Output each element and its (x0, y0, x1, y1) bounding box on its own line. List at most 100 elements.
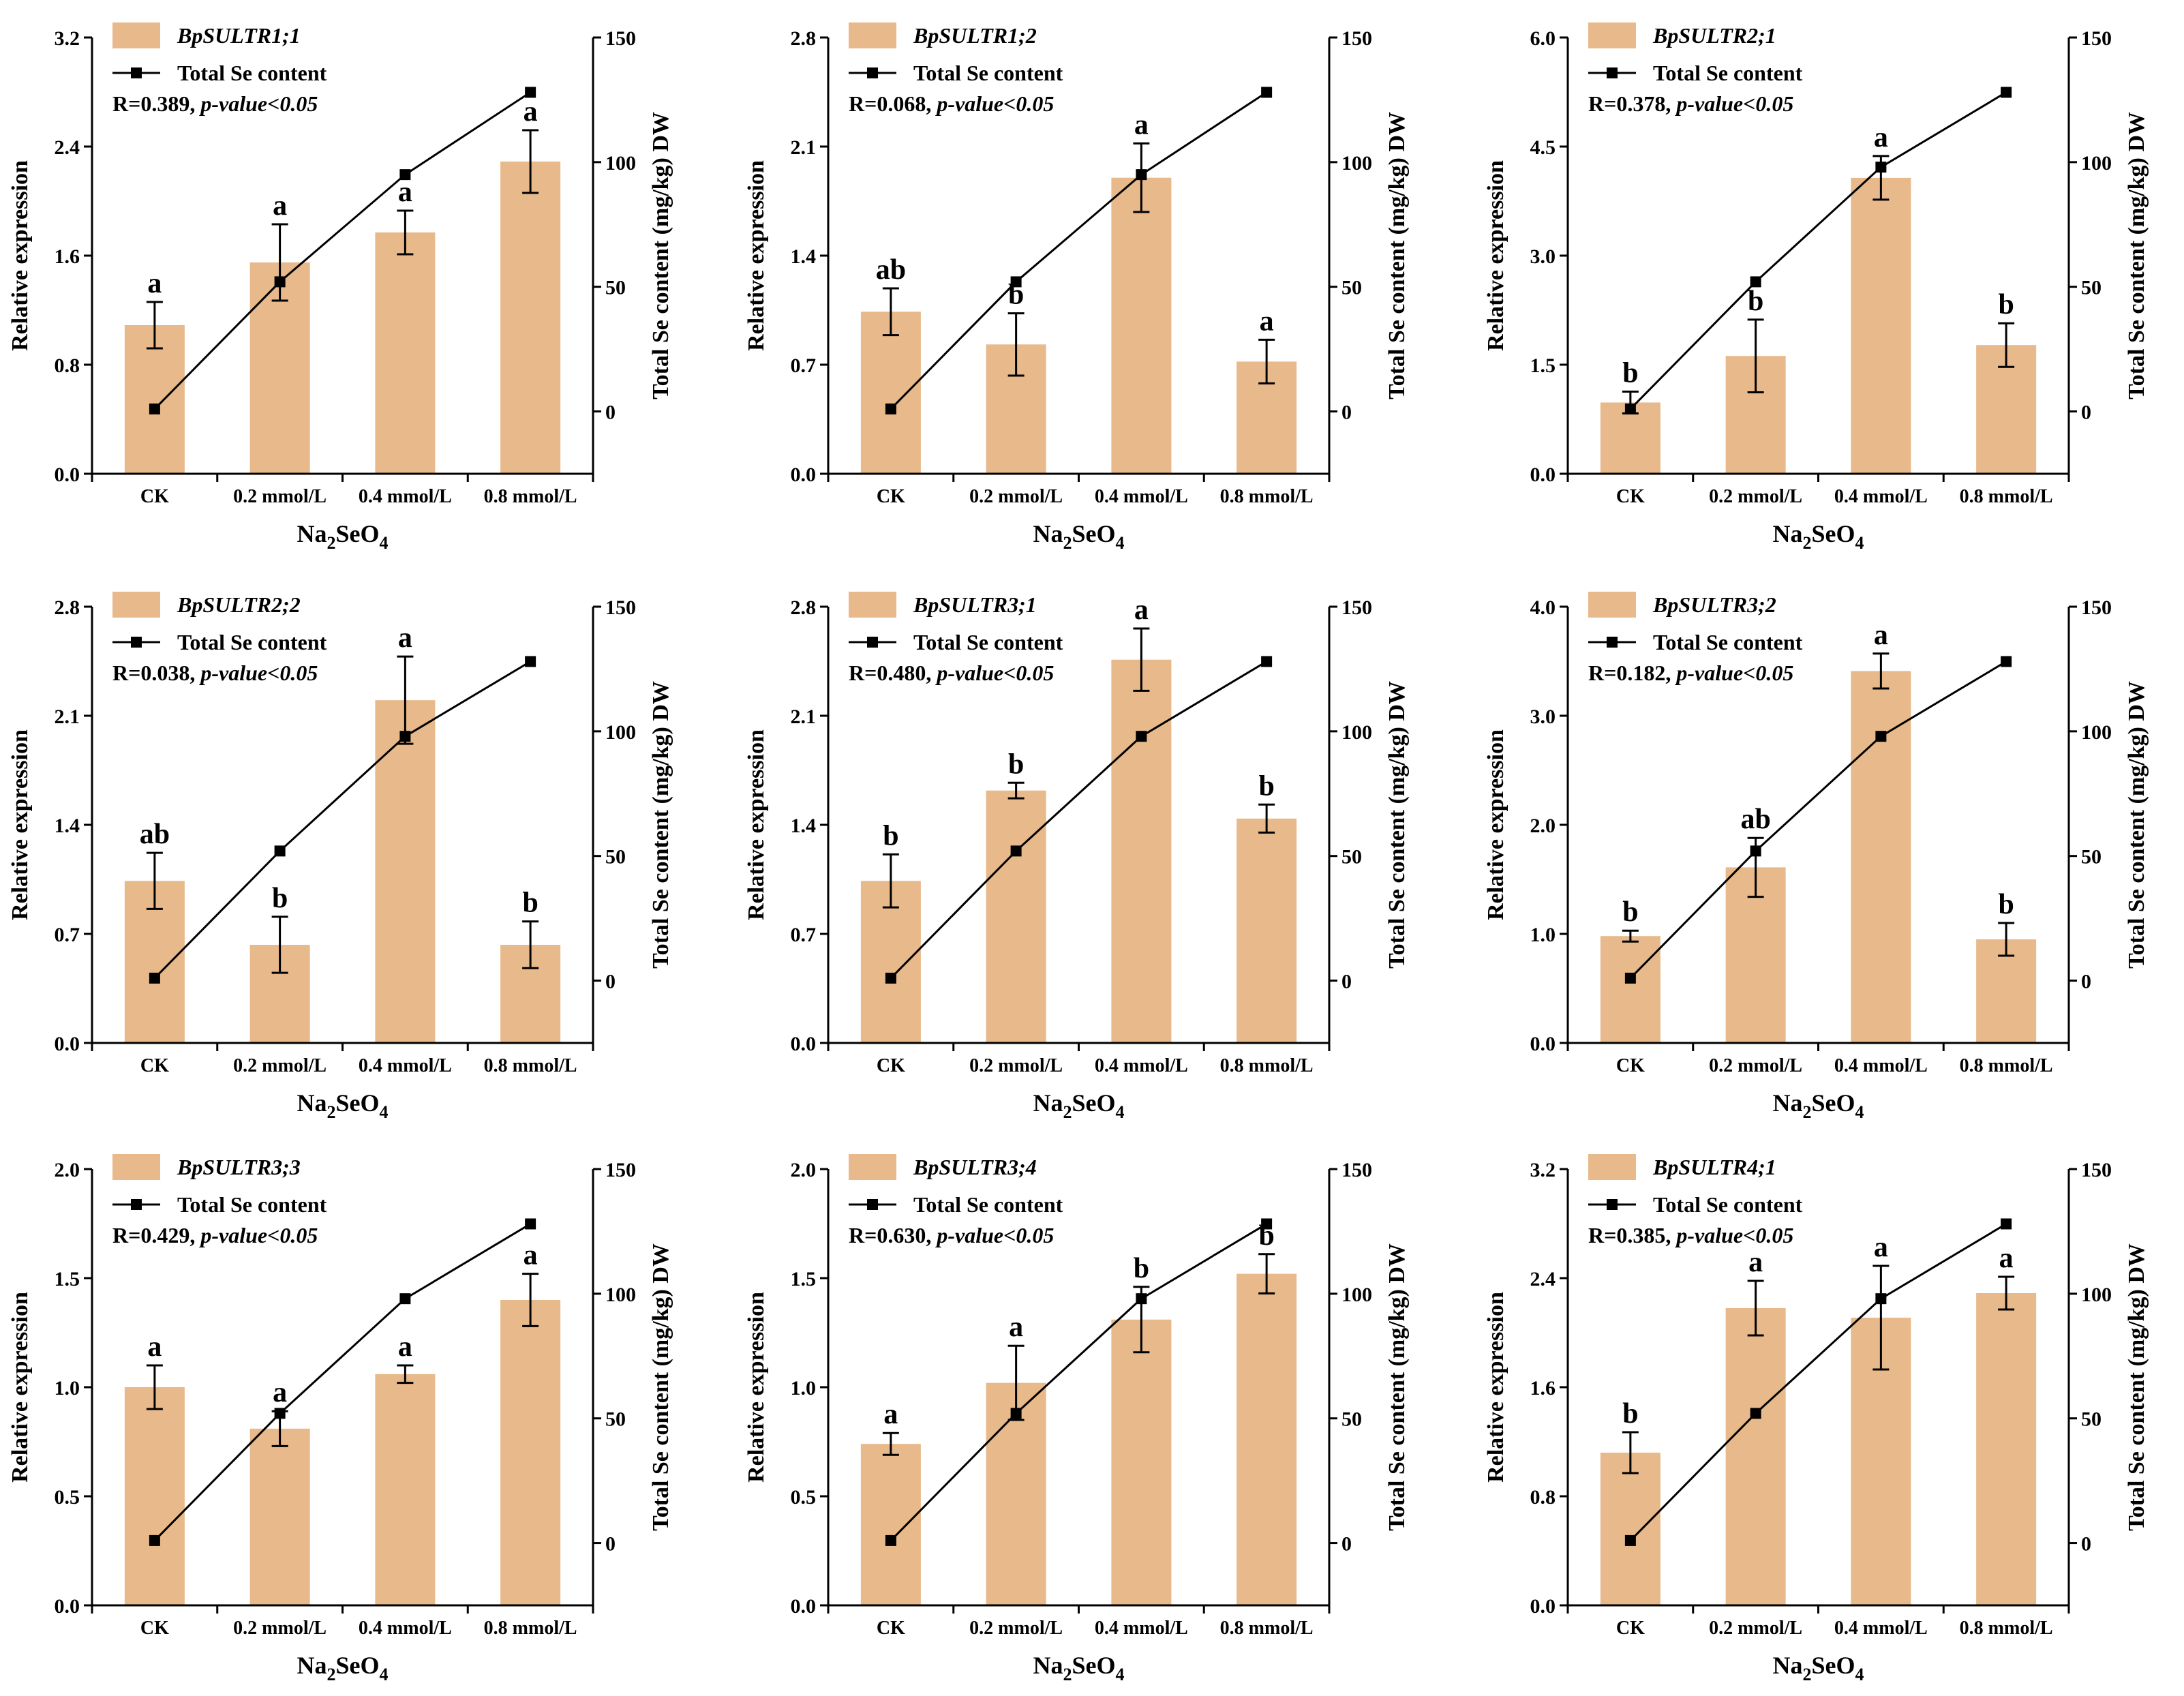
y-tick-label: 2.8 (791, 596, 817, 619)
significance-letter: b (1134, 1253, 1149, 1284)
y2-tick-label: 150 (2081, 1159, 2112, 1181)
se-content-point (1875, 731, 1887, 742)
y2-tick-label: 0 (1341, 402, 1352, 424)
y2-tick-label: 50 (605, 846, 626, 868)
x-tick-label: 0.8 mmol/L (484, 486, 577, 507)
x-tick-label: 0.4 mmol/L (1834, 486, 1928, 507)
se-content-point (399, 731, 411, 742)
x-tick-label: 0.4 mmol/L (1095, 1618, 1188, 1639)
se-content-line (1629, 661, 2007, 979)
y2-tick-label: 150 (605, 596, 636, 619)
x-tick-label: 0.2 mmol/L (1709, 1055, 1802, 1076)
y-tick-label: 1.6 (55, 245, 80, 268)
legend-bar-swatch (849, 1154, 896, 1180)
bar (1600, 1453, 1660, 1605)
x-tick-label: 0.4 mmol/L (1095, 486, 1188, 507)
legend-line-marker (131, 1199, 142, 1210)
bar (860, 312, 921, 474)
y2-tick-label: 0 (605, 971, 616, 993)
error-bar (1622, 929, 1639, 943)
error-bar (1998, 1275, 2015, 1311)
y-axis-title: Relative expression (1483, 729, 1508, 920)
legend-line-marker (867, 67, 878, 78)
x-tick-label: 0.2 mmol/L (233, 1055, 327, 1076)
chart-panel: a a a a 0.0 0.5 1.0 1.5 2.0 0 50 100 150 CK 0.2 mmol/L… (7, 1154, 673, 1684)
significance-letter: a (273, 1377, 287, 1408)
legend-line-marker (867, 637, 878, 648)
legend-line-label: Total Se content (913, 1192, 1063, 1217)
error-bar (1622, 1431, 1639, 1474)
error-bar (1998, 922, 2015, 957)
bar (500, 1300, 561, 1605)
error-bar (1872, 1265, 1890, 1371)
significance-letter: a (147, 268, 162, 299)
se-content-line (890, 91, 1267, 410)
bar (1111, 1319, 1172, 1605)
error-bar (271, 915, 288, 974)
y2-tick-label: 0 (2081, 402, 2091, 424)
legend-bar-label: BpSULTR4;1 (1652, 1155, 1776, 1179)
significance-letter: a (524, 1240, 538, 1271)
se-content-point (2001, 87, 2012, 98)
y-tick-label: 1.5 (55, 1268, 80, 1290)
y-tick-label: 0.0 (1530, 464, 1556, 486)
significance-letter: b (883, 820, 898, 851)
bar (1111, 177, 1172, 474)
legend-line-label: Total Se content (913, 630, 1063, 654)
significance-letter: b (1998, 889, 2014, 920)
correlation-annotation: R=0.182, p-value<0.05 (1588, 661, 1793, 685)
se-content-point (1010, 276, 1022, 288)
se-content-point (1624, 1534, 1636, 1546)
legend-bar-label: BpSULTR3;1 (913, 592, 1037, 617)
error-bar (522, 1273, 539, 1327)
significance-letter: b (1622, 896, 1638, 928)
error-bar (397, 1364, 414, 1384)
error-bar (146, 301, 163, 350)
bar (1851, 671, 1911, 1043)
legend-line-label: Total Se content (913, 61, 1063, 85)
error-bar (146, 1364, 163, 1410)
y2-axis-title: Total Se content (mg/kg) DW (1384, 681, 1410, 969)
x-tick-label: CK (1616, 486, 1645, 507)
bar (500, 162, 561, 474)
y-tick-label: 1.0 (1530, 924, 1556, 946)
y-tick-label: 1.4 (791, 815, 817, 837)
x-tick-label: 0.8 mmol/L (1960, 1055, 2053, 1076)
x-tick-label: 0.4 mmol/L (1834, 1055, 1928, 1076)
chart-panel: a a a a 0.0 0.8 1.6 2.4 3.2 0 50 100 150 CK 0.2 mmol/L… (7, 22, 673, 553)
error-bar (1258, 338, 1275, 384)
significance-letter: a (1874, 620, 1888, 651)
y-tick-label: 2.0 (1530, 815, 1556, 837)
significance-letter: a (1748, 1247, 1763, 1278)
bar (860, 1444, 921, 1605)
x-axis-title: Na2SeO4 (1772, 1089, 1864, 1122)
bar (375, 1374, 436, 1605)
x-tick-label: 0.4 mmol/L (359, 1618, 452, 1639)
error-bar (522, 129, 539, 194)
significance-letter: a (524, 96, 538, 127)
y2-tick-label: 50 (1341, 846, 1362, 868)
x-tick-label: 0.4 mmol/L (359, 486, 452, 507)
se-content-point (885, 403, 896, 414)
x-tick-label: 0.8 mmol/L (1960, 486, 2053, 507)
x-tick-label: 0.2 mmol/L (969, 486, 1063, 507)
y2-tick-label: 100 (2081, 721, 2112, 744)
bar (1600, 936, 1660, 1043)
correlation-annotation: R=0.385, p-value<0.05 (1588, 1223, 1793, 1247)
error-bar (1872, 652, 1890, 690)
y-tick-label: 0.8 (1530, 1486, 1556, 1509)
x-tick-label: CK (1616, 1055, 1645, 1076)
legend-bar-swatch (112, 22, 160, 48)
y-tick-label: 1.4 (791, 245, 817, 268)
bar (1237, 1273, 1297, 1605)
se-content-line (153, 661, 531, 979)
error-bar (882, 1432, 899, 1456)
y2-tick-label: 100 (605, 721, 636, 744)
y-tick-label: 0.5 (791, 1486, 817, 1509)
x-tick-label: CK (140, 486, 169, 507)
y-axis-title: Relative expression (1483, 1292, 1508, 1483)
legend-bar-swatch (112, 1154, 160, 1180)
y-tick-label: 1.0 (55, 1377, 80, 1399)
